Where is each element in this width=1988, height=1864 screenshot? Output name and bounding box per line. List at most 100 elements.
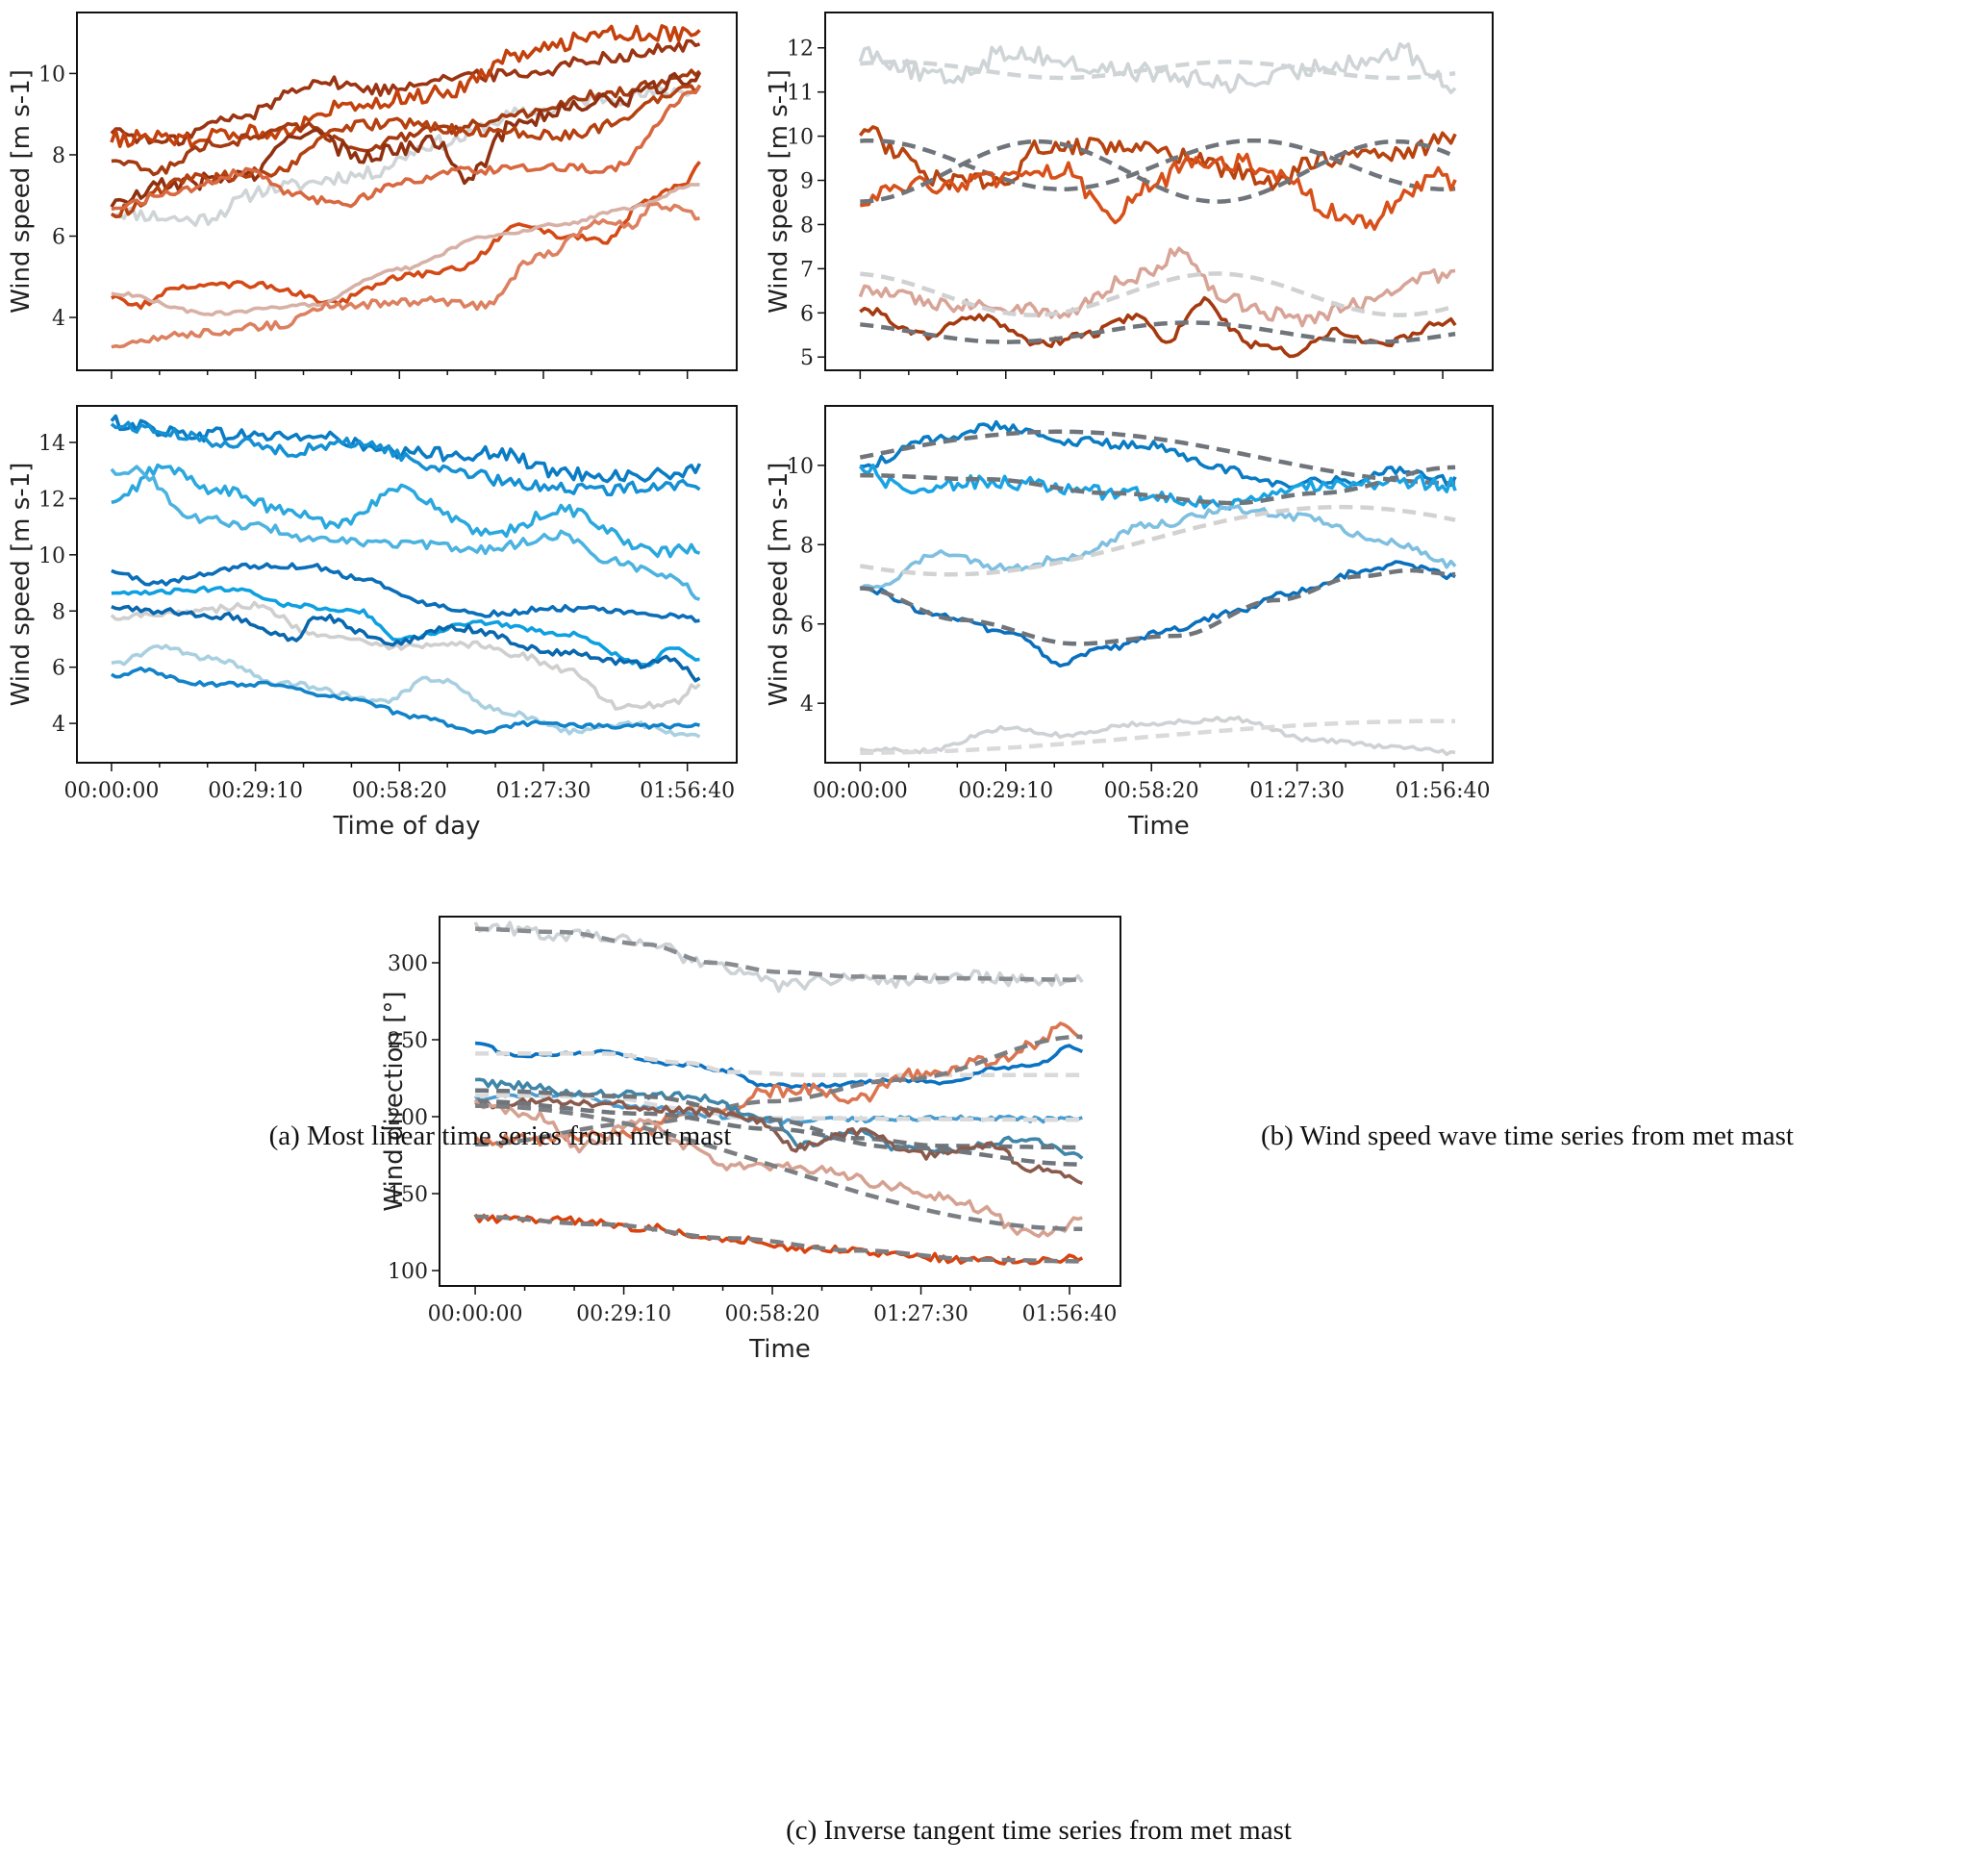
y-tick-label: 8 — [52, 600, 65, 624]
x-tick-label: 01:27:30 — [1249, 779, 1345, 803]
y-tick-label: 4 — [52, 713, 65, 737]
series-line-u3 — [859, 504, 1457, 591]
x-tick-label: 00:29:10 — [958, 779, 1053, 803]
y-tick-label: 6 — [52, 657, 65, 681]
y-tick-label: 6 — [800, 302, 814, 326]
y-tick-label: 100 — [388, 1260, 428, 1284]
series-line-s1 — [110, 38, 701, 147]
series-line-s6 — [111, 85, 702, 212]
series-line-s2 — [110, 24, 701, 148]
x-tick-label: 00:29:10 — [208, 779, 303, 803]
series-line-grey — [110, 600, 701, 711]
panel-c-plot: 100 150 200 250 300 00:00:00 00:29:10 00:58:20 0… — [380, 916, 1121, 1364]
caption-c: (c) Inverse tangent time series from met… — [786, 1815, 1292, 1846]
y-tick-label: 12 — [38, 488, 65, 512]
y-axis-label: Wind speed [m s-1] — [7, 463, 36, 707]
series-line-s9 — [111, 201, 700, 349]
x-tick-label: 00:58:20 — [725, 1302, 820, 1326]
y-tick-label: 8 — [52, 144, 65, 168]
y-axis-label: Wind speed [m s-1] — [7, 69, 36, 314]
x-tick-label: 00:58:20 — [1104, 779, 1199, 803]
y-tick-label: 10 — [38, 63, 65, 87]
series-line-orange1 — [473, 1021, 1083, 1148]
series-line-o4 — [859, 295, 1457, 359]
x-tick-label: 01:56:40 — [1022, 1302, 1118, 1326]
y-tick-label: 10 — [787, 455, 814, 479]
x-axis-label: Time — [1127, 812, 1190, 841]
y-tick-label: 11 — [787, 82, 814, 106]
series-line-b6 — [111, 585, 700, 668]
x-tick-label: 01:56:40 — [1396, 779, 1491, 803]
y-axis-label: Wind speed [m s-1] — [765, 463, 793, 707]
y-tick-label: 12 — [787, 38, 814, 62]
series-line-grey-fit — [860, 718, 1456, 755]
y-tick-label: 10 — [787, 126, 814, 150]
y-tick-label: 6 — [800, 614, 814, 638]
y-tick-label: 9 — [800, 170, 814, 194]
plot-frame — [824, 12, 1494, 371]
y-tick-label: 150 — [388, 1183, 428, 1207]
series-group — [858, 41, 1457, 359]
y-tick-label: 5 — [800, 346, 814, 370]
series-line-blue1-fit — [475, 1051, 1083, 1078]
x-tick-label: 00:00:00 — [428, 1302, 523, 1326]
y-tick-label: 4 — [52, 307, 65, 331]
y-tick-label: 250 — [388, 1029, 428, 1053]
x-tick-label: 00:58:20 — [352, 779, 447, 803]
x-tick-label: 01:56:40 — [640, 779, 735, 803]
series-line-o3-fit — [860, 271, 1456, 317]
caption-b: (b) Wind speed wave time series from met… — [1261, 1121, 1794, 1151]
x-axis-label: Time of day — [332, 812, 480, 841]
series-line-s7 — [111, 161, 701, 311]
series-line-salmon1-fit — [475, 1103, 1083, 1232]
series-line-u4-fit — [860, 567, 1456, 646]
series-line-grey-fit — [860, 60, 1456, 81]
panel-a-bottom-plot: 4 6 8 10 12 14 00:00:00 00:29:10 00:58:20 01:27:3… — [7, 405, 738, 841]
x-tick-label: 00:00:00 — [64, 779, 160, 803]
series-line-b4 — [110, 465, 700, 601]
series-line-blue1 — [474, 1041, 1084, 1090]
series-line-grey — [111, 85, 700, 227]
y-tick-label: 8 — [800, 534, 814, 558]
plot-frame — [439, 916, 1121, 1287]
series-line-b5 — [111, 562, 700, 623]
series-line-u4 — [860, 560, 1456, 668]
y-axis-label: Wind speed [m s-1] — [765, 69, 793, 314]
series-line-b9 — [111, 666, 700, 735]
y-tick-label: 10 — [38, 544, 65, 568]
series-line-grey-fit — [475, 926, 1083, 982]
series-line-brown1-fit — [475, 1098, 1083, 1167]
series-line-u1-fit — [859, 429, 1456, 486]
series-line-b3 — [111, 463, 701, 559]
series-line-o3 — [858, 246, 1456, 328]
series-group — [473, 920, 1084, 1266]
series-line-o2-fit — [860, 139, 1456, 204]
series-group — [110, 24, 702, 349]
y-tick-label: 7 — [800, 258, 814, 282]
series-group — [110, 414, 702, 739]
series-line-red1-fit — [475, 1214, 1083, 1264]
y-tick-label: 200 — [388, 1106, 428, 1130]
series-line-o1-fit — [860, 138, 1456, 191]
plot-frame — [824, 405, 1494, 764]
x-tick-label: 00:00:00 — [813, 779, 908, 803]
y-tick-label: 4 — [800, 693, 814, 717]
caption-a: (a) Most linear time series from met mas… — [269, 1121, 732, 1151]
y-tick-label: 8 — [800, 214, 814, 238]
x-tick-label: 00:29:10 — [576, 1302, 671, 1326]
series-group — [858, 419, 1457, 757]
series-line-o4-fit — [860, 320, 1456, 344]
series-line-brown1 — [474, 1096, 1084, 1186]
y-tick-label: 6 — [52, 226, 65, 250]
x-tick-label: 01:27:30 — [496, 779, 591, 803]
series-line-o1 — [858, 125, 1457, 191]
series-line-u2-fit — [860, 465, 1456, 506]
x-axis-label: Time — [748, 1335, 811, 1364]
panel-b-bottom-plot: 4 6 8 10 00:00:00 00:29:10 00:58:20 01:27:30 01:… — [765, 405, 1494, 841]
y-axis-label: Wind direction [°] — [380, 991, 409, 1211]
series-line-s4 — [110, 71, 702, 209]
series-line-o2 — [860, 152, 1457, 231]
series-line-b2 — [110, 420, 701, 497]
plot-frame — [76, 405, 738, 764]
